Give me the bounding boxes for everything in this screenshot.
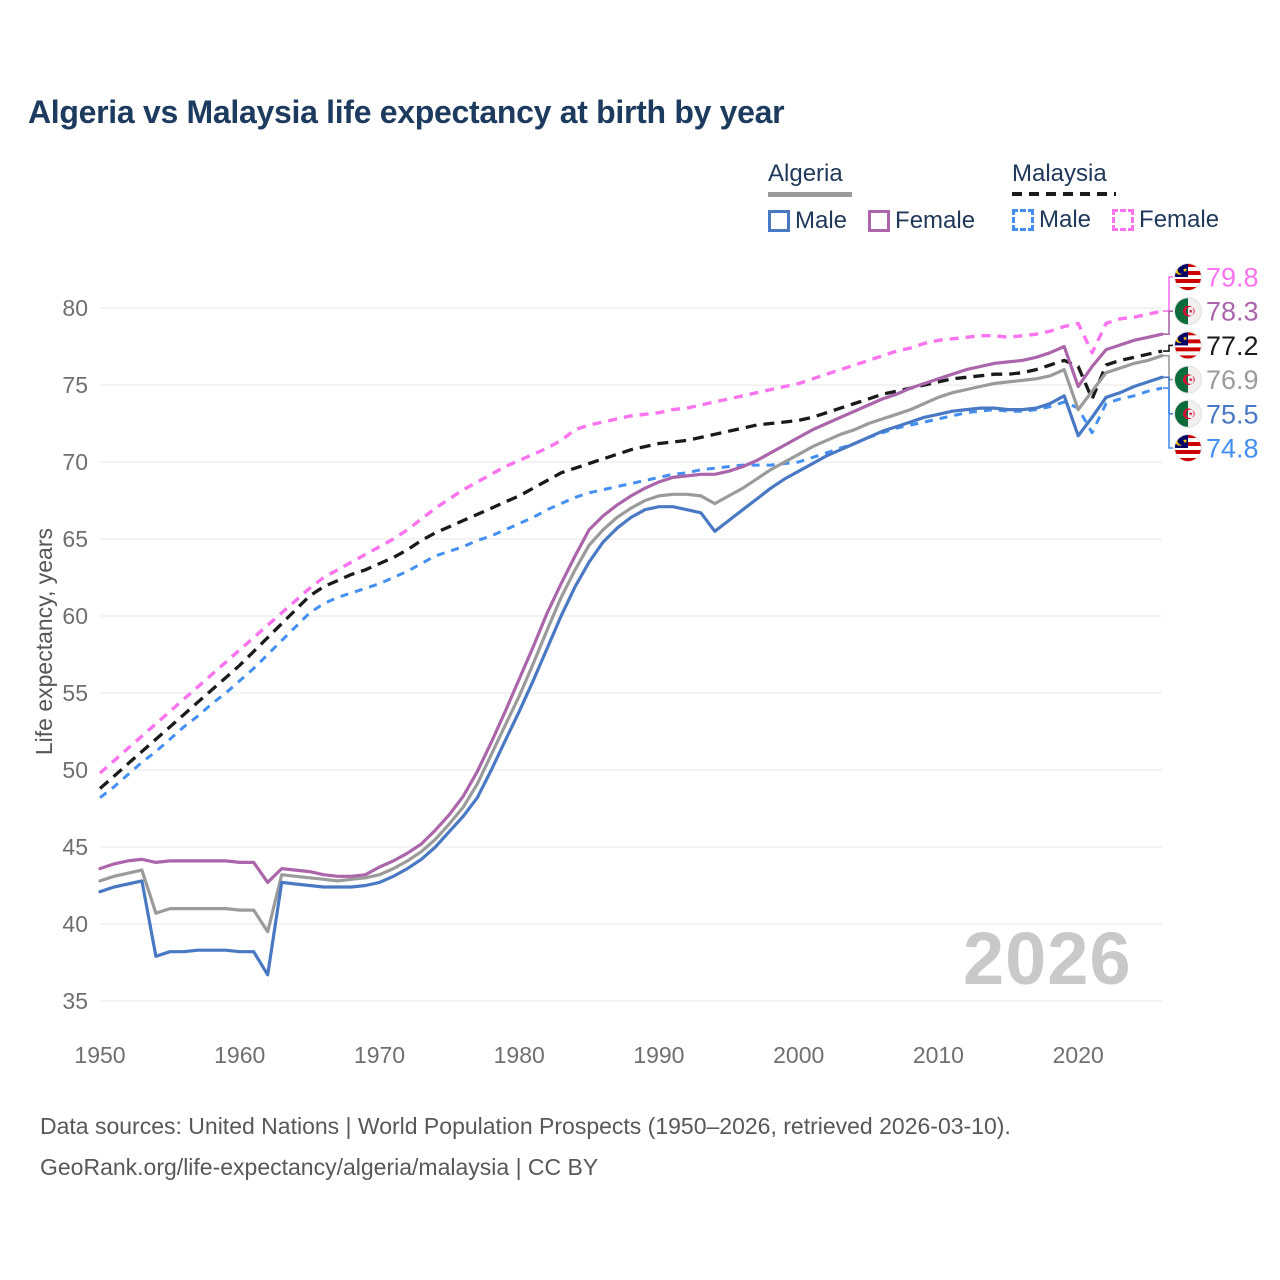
end-label-value-algeria-male: 75.5 [1206,399,1259,429]
legend-algeria-male-label: Male [795,207,848,234]
end-label-value-malaysia-all: 77.2 [1206,331,1259,361]
malaysia-line-style-swatch [1012,192,1116,196]
legend-malaysia-label: Malaysia [1012,160,1107,187]
legend-algeria-female-label: Female [895,207,976,234]
legend-group-algeria: Algeria Male Female [768,160,975,235]
watermark-year: 2026 [963,917,1132,1000]
malaysia-flag-icon [1174,263,1202,291]
x-tick-label: 1970 [354,1042,405,1068]
footer: Data sources: United Nations | World Pop… [40,1106,1011,1188]
footer-source-line: Data sources: United Nations | World Pop… [40,1113,1011,1139]
x-tick-label: 2000 [773,1042,824,1068]
end-label-connector-algeria-female [1163,310,1173,335]
y-tick-label: 75 [62,372,88,398]
series-line-algeria-male [98,375,1164,977]
legend-swatch-malaysia-male [1012,209,1034,231]
y-tick-label: 80 [62,295,88,321]
x-tick-label: 1960 [214,1042,265,1068]
malaysia-flag-icon [1174,331,1202,360]
end-label-value-malaysia-male: 74.8 [1206,434,1259,464]
end-label-connector-algeria-male [1163,376,1173,415]
y-tick-label: 50 [62,757,88,783]
algeria-flag-icon [1174,365,1202,394]
chart-title: Algeria vs Malaysia life expectancy at b… [28,94,785,130]
y-tick-label: 35 [62,988,88,1014]
end-label-connector-algeria-all [1163,354,1173,381]
end-label-connector-malaysia-male [1163,387,1173,449]
series-line-malaysia-female [98,309,1163,775]
end-label-connector-malaysia-all [1163,344,1173,352]
x-tick-label: 1950 [74,1042,125,1068]
series-line-algeria-all [98,354,1164,934]
series-line-malaysia-all [98,349,1163,790]
y-tick-label: 70 [62,449,88,475]
x-tick-label: 1980 [494,1042,545,1068]
malaysia-flag-icon [1174,434,1202,462]
y-tick-label: 60 [62,603,88,629]
x-tick-label: 2020 [1053,1042,1104,1068]
end-label-value-malaysia-female: 79.8 [1206,263,1259,293]
legend-swatch-algeria-male [768,210,790,232]
end-label-connector-malaysia-female [1163,276,1173,312]
series-line-malaysia-male [99,386,1163,799]
series-line-algeria-female [98,332,1164,885]
y-tick-label: 45 [62,834,88,860]
y-tick-label: 40 [62,911,88,937]
legend-group-malaysia: Malaysia Male Female [1012,160,1219,234]
end-label-value-algeria-female: 78.3 [1206,297,1259,327]
algeria-flag-icon [1174,297,1202,326]
legend-swatch-malaysia-female [1112,209,1135,231]
legend-algeria-label: Algeria [768,160,843,187]
y-tick-label: 65 [62,526,88,552]
x-tick-label: 2010 [913,1042,964,1068]
footer-url-line: GeoRank.org/life-expectancy/algeria/mala… [40,1154,599,1180]
x-tick-label: 1990 [633,1042,684,1068]
end-label-value-algeria-all: 76.9 [1206,365,1259,395]
legend-swatch-algeria-female [868,210,891,232]
legend-malaysia-female-label: Female [1139,206,1220,233]
algeria-flag-icon [1174,399,1202,428]
legend-malaysia-male-label: Male [1039,206,1092,233]
algeria-line-style-swatch [768,192,852,197]
y-tick-label: 55 [62,680,88,706]
